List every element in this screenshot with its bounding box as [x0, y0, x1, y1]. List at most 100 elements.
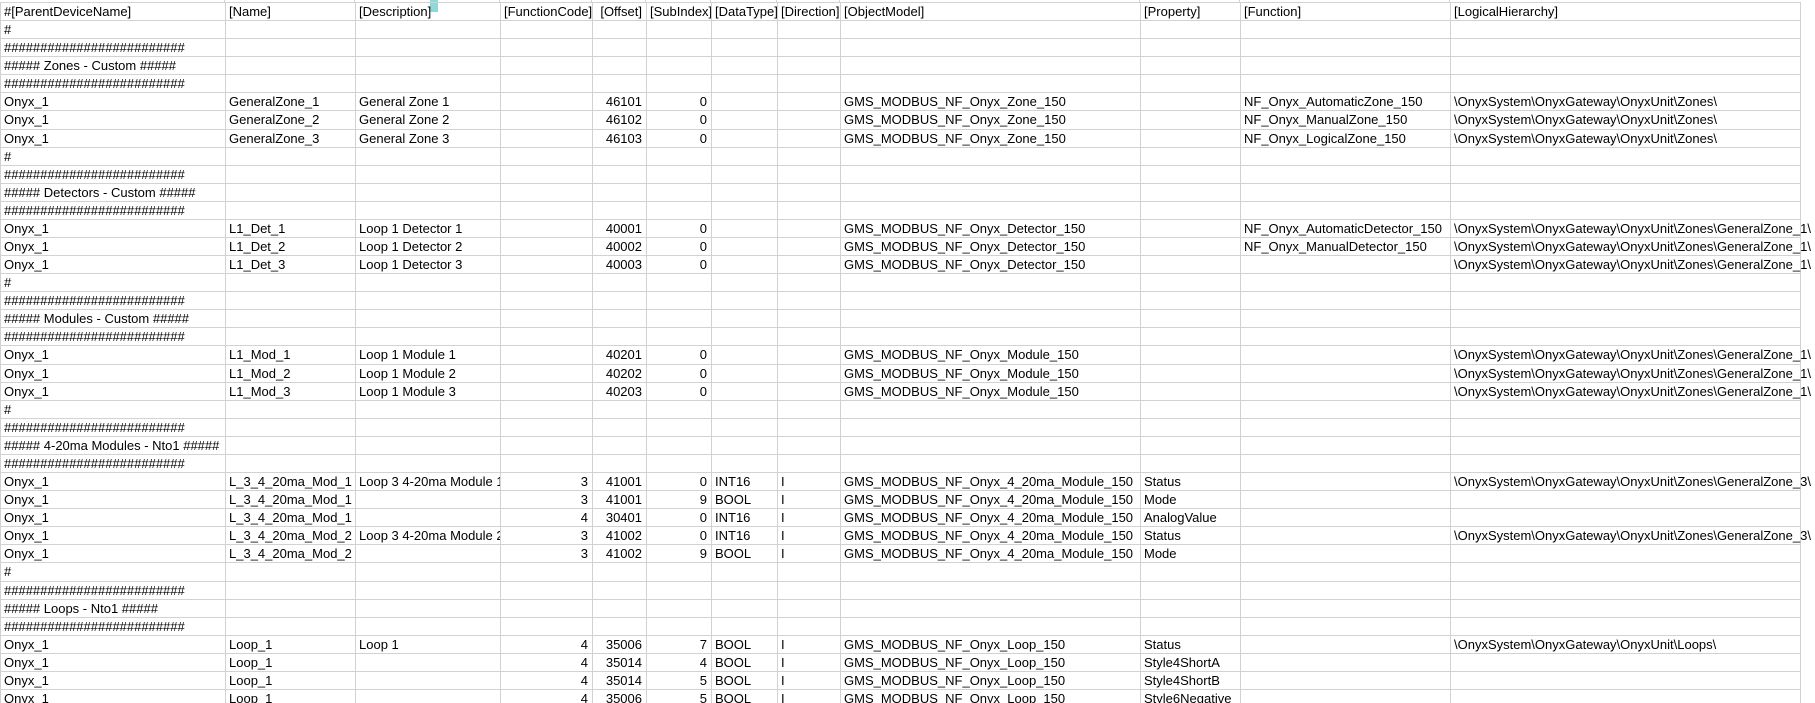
cell[interactable]: GMS_MODBUS_NF_Onyx_Loop_150 — [840, 670, 1141, 690]
cell[interactable]: Onyx_1 — [0, 544, 226, 564]
cell[interactable]: GMS_MODBUS_NF_Onyx_Module_150 — [840, 345, 1141, 365]
cell[interactable] — [355, 56, 501, 76]
cell[interactable] — [1450, 291, 1801, 311]
cell[interactable]: 3 — [500, 472, 593, 492]
cell[interactable]: I — [777, 634, 841, 654]
cell[interactable]: I — [777, 652, 841, 672]
cell[interactable] — [1450, 652, 1801, 672]
cell[interactable] — [1240, 634, 1451, 654]
cell[interactable]: 0 — [646, 218, 712, 239]
cell[interactable]: 40003 — [592, 255, 647, 275]
cell[interactable]: GMS_MODBUS_NF_Onyx_Loop_150 — [840, 688, 1141, 703]
cell[interactable] — [355, 38, 501, 58]
cell[interactable]: # — [0, 20, 226, 40]
cell[interactable] — [1240, 616, 1451, 636]
cell[interactable] — [1140, 453, 1241, 474]
cell[interactable] — [500, 381, 593, 401]
cell[interactable] — [1140, 128, 1241, 148]
cell[interactable]: Loop 1 Module 3 — [355, 381, 501, 401]
cell[interactable] — [500, 616, 593, 636]
cell[interactable] — [646, 399, 712, 419]
cell[interactable]: Loop_1 — [225, 652, 356, 672]
cell[interactable] — [1450, 670, 1801, 690]
cell[interactable]: 0 — [646, 255, 712, 275]
cell[interactable] — [355, 20, 501, 40]
cell[interactable]: Loop 1 Module 2 — [355, 363, 501, 383]
cell[interactable]: \OnyxSystem\OnyxGateway\OnyxUnit\Loops\ — [1450, 634, 1801, 654]
cell[interactable]: ######################### — [0, 38, 226, 58]
cell[interactable] — [1140, 273, 1241, 293]
cell[interactable] — [1240, 544, 1451, 564]
cell[interactable]: 41002 — [592, 544, 647, 564]
cell[interactable] — [500, 417, 593, 437]
cell[interactable]: I — [777, 526, 841, 546]
cell[interactable] — [1240, 20, 1451, 40]
cell[interactable]: Onyx_1 — [0, 92, 226, 112]
cell[interactable] — [500, 327, 593, 347]
cell[interactable] — [1140, 56, 1241, 76]
cell[interactable]: \OnyxSystem\OnyxGateway\OnyxUnit\Zones\G… — [1450, 237, 1811, 257]
cell[interactable] — [777, 580, 841, 600]
cell[interactable] — [646, 56, 712, 76]
cell[interactable] — [500, 20, 593, 40]
cell[interactable] — [500, 580, 593, 600]
cell[interactable] — [1240, 652, 1451, 672]
cell[interactable] — [711, 128, 778, 148]
cell[interactable]: GMS_MODBUS_NF_Onyx_Zone_150 — [840, 92, 1141, 112]
cell[interactable] — [355, 544, 501, 564]
cell[interactable] — [840, 38, 1141, 58]
cell[interactable] — [777, 345, 841, 365]
cell[interactable] — [592, 74, 647, 94]
cell[interactable]: Onyx_1 — [0, 110, 226, 130]
cell[interactable] — [711, 237, 778, 257]
cell[interactable] — [500, 110, 593, 130]
cell[interactable] — [500, 92, 593, 112]
cell[interactable]: GMS_MODBUS_NF_Onyx_Detector_150 — [840, 255, 1141, 275]
cell[interactable]: 0 — [646, 92, 712, 112]
cell[interactable] — [592, 598, 647, 618]
cell[interactable]: 0 — [646, 363, 712, 383]
cell[interactable] — [777, 598, 841, 618]
cell[interactable] — [225, 598, 356, 618]
cell[interactable]: \OnyxSystem\OnyxGateway\OnyxUnit\Zones\ — [1450, 92, 1801, 112]
cell[interactable]: ######################### — [0, 200, 226, 220]
cell[interactable] — [225, 580, 356, 600]
cell[interactable] — [1140, 20, 1241, 40]
cell[interactable] — [646, 291, 712, 311]
cell[interactable] — [500, 399, 593, 419]
cell[interactable] — [592, 56, 647, 76]
cell[interactable]: Status — [1140, 472, 1241, 492]
cell[interactable] — [355, 399, 501, 419]
cell[interactable]: BOOL — [711, 688, 778, 703]
cell[interactable]: 5 — [646, 688, 712, 703]
cell[interactable] — [592, 453, 647, 474]
cell[interactable]: \OnyxSystem\OnyxGateway\OnyxUnit\Zones\ — [1450, 110, 1801, 130]
cell[interactable] — [225, 291, 356, 311]
cell[interactable] — [1240, 38, 1451, 58]
cell[interactable]: BOOL — [711, 490, 778, 510]
cell[interactable]: 0 — [646, 472, 712, 492]
cell[interactable] — [1140, 435, 1241, 455]
cell[interactable] — [840, 74, 1141, 94]
cell[interactable]: Onyx_1 — [0, 345, 226, 365]
cell[interactable] — [225, 200, 356, 220]
cell[interactable] — [1240, 435, 1451, 455]
cell[interactable] — [711, 110, 778, 130]
cell[interactable] — [711, 598, 778, 618]
cell[interactable]: Onyx_1 — [0, 363, 226, 383]
cell[interactable]: \OnyxSystem\OnyxGateway\OnyxUnit\Zones\G… — [1450, 255, 1811, 275]
cell[interactable]: GMS_MODBUS_NF_Onyx_Detector_150 — [840, 218, 1141, 239]
cell[interactable] — [840, 562, 1141, 582]
cell[interactable] — [1450, 580, 1801, 600]
cell[interactable] — [355, 562, 501, 582]
cell[interactable]: 3 — [500, 490, 593, 510]
cell[interactable]: I — [777, 688, 841, 703]
cell[interactable]: 46102 — [592, 110, 647, 130]
cell[interactable] — [592, 580, 647, 600]
cell[interactable] — [840, 417, 1141, 437]
cell[interactable] — [500, 562, 593, 582]
column-header-cell[interactable]: [Description] — [355, 1, 501, 22]
cell[interactable] — [1140, 255, 1241, 275]
cell[interactable]: L_3_4_20ma_Mod_1 — [225, 472, 356, 492]
cell[interactable] — [1450, 74, 1801, 94]
